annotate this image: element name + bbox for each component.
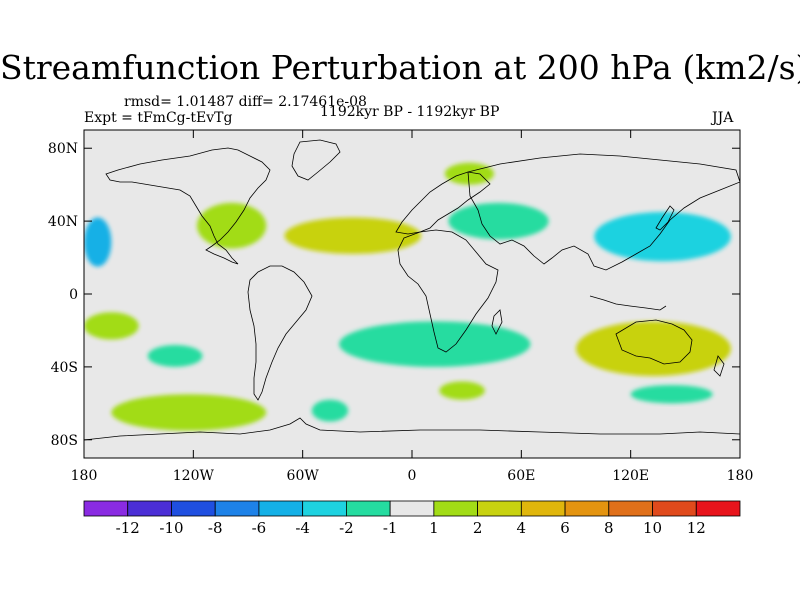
- colorbar-swatch: [564, 500, 610, 517]
- colorbar-label: 4: [517, 519, 527, 537]
- y-tick-label: 80N: [48, 141, 78, 157]
- x-tick-label: 180: [727, 468, 754, 484]
- x-tick-label: 60W: [287, 468, 320, 484]
- chart-title: Streamfunction Perturbation at 200 hPa (…: [0, 48, 800, 87]
- x-tick-label: 120W: [173, 468, 215, 484]
- colorbar-swatch: [433, 500, 479, 517]
- region-dateline-negative: [84, 217, 112, 267]
- colorbar-label: 1: [429, 519, 439, 537]
- colorbar: -12 -10 -8 -6 -4 -2 -1 1 2 4 6 8 10 12: [83, 500, 741, 537]
- region-southern-pacific-positive: [111, 394, 267, 431]
- region-drake-negative: [311, 399, 349, 422]
- region-south-pacific-negative: [147, 345, 203, 367]
- region-eastern-pacific-positive: [196, 202, 267, 249]
- y-tick-label: 0: [69, 287, 78, 303]
- region-southern-indian-positive: [439, 381, 485, 400]
- experiment-label: Expt = tFmCg-tEvTg: [84, 110, 233, 126]
- colorbar-label: -8: [208, 519, 223, 537]
- region-australia-positive: [576, 321, 731, 376]
- colorbar-swatch: [171, 500, 216, 517]
- y-tick-label: 80S: [51, 433, 78, 449]
- colorbar-swatch: [477, 500, 522, 517]
- y-tick-label: 40N: [48, 214, 78, 230]
- colorbar-swatch: [652, 500, 697, 517]
- colorbar-swatch: [127, 500, 172, 517]
- x-tick-label: 60E: [507, 468, 535, 484]
- colorbar-swatch: [302, 500, 347, 517]
- x-tick-label: 120E: [612, 468, 649, 484]
- coastlines: [84, 139, 740, 441]
- colorbar-swatch: [345, 500, 391, 517]
- colorbar-swatch: [258, 500, 304, 517]
- colorbar-label: 2: [473, 519, 483, 537]
- x-tick-label: 0: [408, 468, 417, 484]
- region-north-atlantic-positive: [284, 217, 422, 254]
- x-tick-label: 180: [71, 468, 98, 484]
- colorbar-swatch: [608, 500, 653, 517]
- stats-line: rmsd= 1.01487 diff= 2.17461e-08: [124, 94, 367, 110]
- region-scandinavia-positive: [444, 162, 494, 185]
- colorbar-swatch: [520, 500, 566, 517]
- colorbar-label: 12: [687, 519, 706, 537]
- region-far-south-pacific-positive: [84, 312, 139, 340]
- colorbar-label: 6: [560, 519, 570, 537]
- region-east-asia-pacific-negative: [594, 212, 731, 262]
- colorbar-label: -1: [383, 519, 398, 537]
- colorbar-label: -4: [295, 519, 310, 537]
- colorbar-swatch: [695, 500, 741, 517]
- colorbar-label: 10: [643, 519, 662, 537]
- axis-ticks: 180 120W 60W 0 60E 120E 180 80N 40N 0 40S 80S: [48, 130, 753, 484]
- period-label: 1192kyr BP - 1192kyr BP: [320, 104, 500, 120]
- region-southern-ocean-negative: [630, 385, 713, 404]
- colorbar-label: -10: [159, 519, 183, 537]
- region-south-atlantic-negative: [339, 321, 531, 367]
- region-asia-negative: [448, 202, 549, 240]
- colorbar-label: -12: [116, 519, 140, 537]
- season-label: JJA: [712, 110, 734, 126]
- colorbar-swatch: [214, 500, 260, 517]
- colorbar-label: 8: [604, 519, 614, 537]
- colorbar-label: -6: [252, 519, 267, 537]
- anomaly-regions: [84, 162, 731, 431]
- y-tick-label: 40S: [51, 360, 78, 376]
- colorbar-swatch: [389, 500, 435, 517]
- colorbar-label: -2: [339, 519, 354, 537]
- colorbar-swatch: [83, 500, 129, 517]
